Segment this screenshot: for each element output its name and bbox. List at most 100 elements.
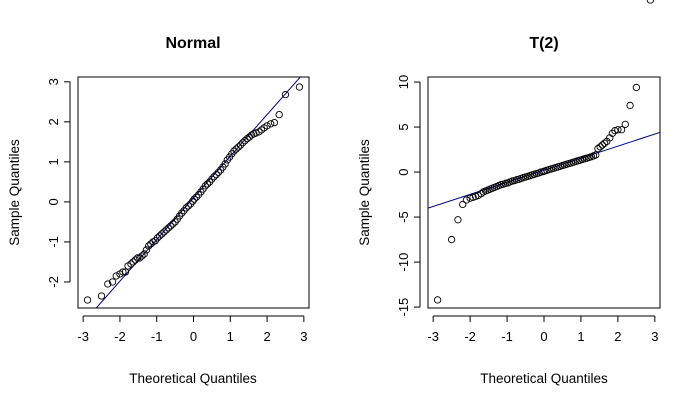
x-axis-label: Theoretical Quantiles xyxy=(129,371,257,386)
data-point xyxy=(212,171,220,179)
data-point xyxy=(621,120,629,129)
y-tick-label: 2 xyxy=(46,118,61,125)
data-point xyxy=(97,292,106,300)
y-tick-label: 1 xyxy=(46,158,61,165)
data-point xyxy=(129,258,137,266)
data-point xyxy=(447,235,456,244)
data-point xyxy=(596,143,604,151)
data-point xyxy=(83,296,92,304)
x-tick-label: 2 xyxy=(263,329,270,344)
data-point xyxy=(608,129,616,138)
x-tick-label: 3 xyxy=(651,329,658,344)
y-tick-label: -2 xyxy=(46,276,61,288)
data-point xyxy=(192,193,201,201)
data-point xyxy=(144,242,153,250)
plot-box xyxy=(77,76,310,309)
data-point xyxy=(255,128,263,136)
data-point xyxy=(136,254,144,262)
data-point xyxy=(592,151,600,159)
y-tick-label: 5 xyxy=(396,123,411,130)
data-point xyxy=(182,204,190,212)
data-point xyxy=(459,200,467,209)
data-point xyxy=(169,220,177,228)
plot-box xyxy=(427,76,661,309)
data-point xyxy=(156,232,164,240)
data-point xyxy=(190,195,198,203)
data-point xyxy=(230,147,238,155)
data-point xyxy=(164,224,173,232)
data-point xyxy=(275,110,283,119)
data-point xyxy=(112,272,120,280)
x-tick-label: -1 xyxy=(151,329,163,344)
panel-1: T(2) Theoretical Quantiles Sample Quantile… xyxy=(357,0,661,386)
data-point xyxy=(142,246,151,254)
data-point xyxy=(138,252,146,260)
data-point xyxy=(153,234,162,242)
y-tick-label: 0 xyxy=(46,198,61,205)
y-tick-label: 10 xyxy=(396,75,411,89)
data-point xyxy=(270,118,279,127)
data-point xyxy=(221,160,229,168)
data-point xyxy=(119,268,127,276)
data-point xyxy=(632,83,641,92)
data-point xyxy=(178,209,186,217)
data-point xyxy=(104,280,112,288)
y-tick-label: -10 xyxy=(396,253,411,272)
panel-0: Normal Theoretical Quantiles Sample Quanti… xyxy=(7,35,310,386)
x-tick-label: -2 xyxy=(464,329,476,344)
y-tick-label: -1 xyxy=(46,236,61,248)
data-point xyxy=(133,254,142,262)
data-point xyxy=(232,145,240,153)
chart-title: Normal xyxy=(165,35,220,52)
x-tick-label: -3 xyxy=(427,329,439,344)
data-point xyxy=(131,256,140,264)
chart-title: T(2) xyxy=(529,35,558,52)
x-tick-label: 2 xyxy=(614,329,621,344)
y-tick-label: -15 xyxy=(396,298,411,317)
data-point xyxy=(594,145,602,153)
data-point xyxy=(454,216,462,224)
data-point xyxy=(239,139,247,147)
data-point xyxy=(236,141,245,149)
x-tick-label: 0 xyxy=(540,329,547,344)
data-point xyxy=(243,135,251,143)
y-tick-label: 0 xyxy=(396,168,411,175)
data-point xyxy=(189,197,197,205)
x-tick-label: 1 xyxy=(577,329,584,344)
x-axis-label: Theoretical Quantiles xyxy=(480,371,608,386)
data-point xyxy=(201,182,209,190)
data-point xyxy=(646,0,655,4)
x-tick-label: 1 xyxy=(227,329,234,344)
data-point xyxy=(626,101,634,110)
data-point xyxy=(263,122,271,130)
data-point xyxy=(162,226,170,234)
y-tick-label: -5 xyxy=(396,211,411,223)
data-point xyxy=(127,260,135,268)
data-point xyxy=(210,173,218,181)
data-point xyxy=(462,196,471,204)
data-point xyxy=(598,141,607,149)
data-point xyxy=(140,250,148,258)
data-point xyxy=(241,137,249,145)
data-point xyxy=(214,168,223,176)
data-point xyxy=(208,175,216,183)
y-axis-label: Sample Quantiles xyxy=(7,139,22,246)
data-point xyxy=(267,120,275,128)
data-point xyxy=(160,228,168,236)
data-point xyxy=(184,202,193,210)
data-point xyxy=(167,222,175,230)
data-point xyxy=(281,90,290,99)
x-tick-label: -3 xyxy=(77,329,89,344)
data-point xyxy=(158,230,166,238)
x-tick-label: -2 xyxy=(114,329,126,344)
y-tick-label: 3 xyxy=(46,78,61,85)
data-point xyxy=(108,278,117,286)
data-point xyxy=(600,139,609,147)
x-tick-label: -1 xyxy=(501,329,513,344)
data-point xyxy=(203,180,212,188)
y-axis-label: Sample Quantiles xyxy=(357,139,372,246)
x-tick-label: 3 xyxy=(300,329,307,344)
data-point xyxy=(617,126,626,134)
data-point xyxy=(433,296,442,304)
